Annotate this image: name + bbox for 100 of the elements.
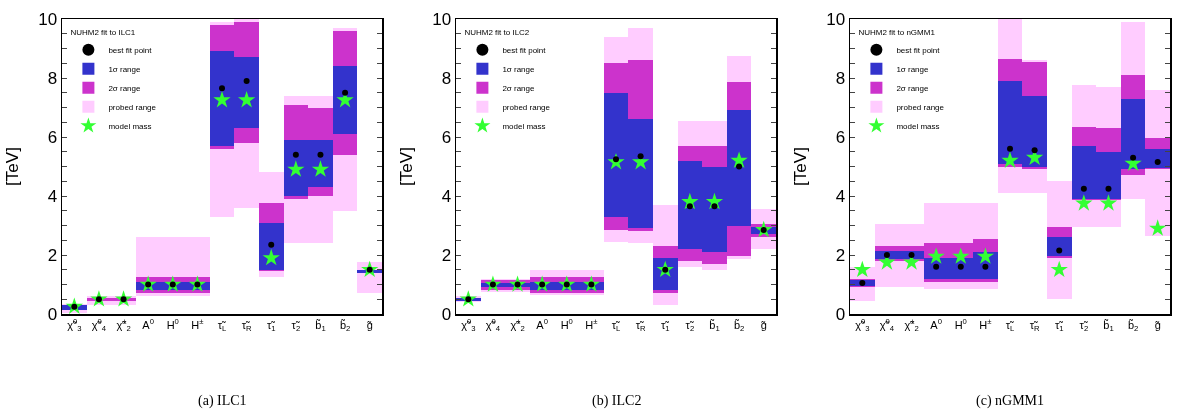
x-tick-label: τ̃$_{2}$: [685, 318, 695, 334]
x-tick-label: τ̃$_{2}$: [291, 318, 301, 334]
y-tick-label: 6: [441, 127, 452, 147]
y-axis-title: [TeV]: [2, 147, 22, 186]
x-tick-label: b̃$_{2}$: [339, 318, 351, 334]
point: [243, 77, 250, 84]
legend-label: model mass: [896, 121, 940, 131]
legend-label: best fit point: [502, 45, 547, 55]
legend-label: probed range: [502, 102, 551, 112]
point: [686, 203, 693, 210]
y-tick-label: 10: [826, 9, 846, 29]
legend-label: 1σ range: [896, 64, 930, 74]
point: [219, 85, 225, 92]
x-tick-label: b̃$_{1}$: [315, 318, 326, 334]
y-axis-title: [TeV]: [790, 147, 810, 186]
point: [342, 89, 349, 96]
point: [1080, 185, 1087, 192]
point: [1031, 147, 1038, 154]
point: [262, 248, 280, 266]
legend-label: 1σ range: [502, 64, 536, 74]
x-tick-label: τ̃$_{L}$: [611, 318, 622, 334]
x-tick-label: g̃: [760, 318, 767, 331]
legend-label: 2σ range: [502, 83, 536, 93]
legend-label: model mass: [108, 121, 152, 131]
point: [1007, 145, 1013, 152]
x-tick-label: τ̃$_{R}$: [1029, 318, 1041, 334]
x-tick-label: g̃: [366, 318, 373, 331]
x-tick-label: τ̃$_{1}$: [660, 318, 670, 334]
point: [1149, 219, 1167, 236]
y-tick-label: 2: [835, 245, 846, 265]
legend-title: NUHM2 fit to nGMM1: [858, 28, 936, 38]
x-tick-label: τ̃$_{L}$: [217, 318, 228, 334]
point: [213, 91, 231, 108]
legend-label: best fit point: [108, 45, 153, 55]
y-tick-label: 8: [47, 68, 58, 88]
text: (c) nGMM1: [976, 393, 1045, 409]
bar: [1046, 237, 1072, 257]
point: [730, 151, 748, 168]
x-tick-label: H$^{0}$: [954, 317, 967, 331]
x-tick-label: A$^{0}$: [536, 317, 548, 331]
y-tick-label: 4: [47, 186, 58, 206]
x-tick-label: b̃$_{1}$: [709, 318, 720, 334]
bar: [332, 66, 358, 135]
x-tick-label: τ̃$_{2}$: [1079, 318, 1089, 334]
x-tick-label: τ̃$_{R}$: [635, 318, 647, 334]
point: [1001, 151, 1019, 168]
x-tick-label: τ̃$_{L}$: [1005, 318, 1016, 334]
point: [1130, 154, 1137, 161]
x-tick-label: A$^{0}$: [930, 317, 942, 331]
y-tick-label: 8: [835, 68, 846, 88]
legend-title: NUHM2 fit to ILC2: [464, 28, 530, 38]
x-tick-label: b̃$_{1}$: [1103, 318, 1114, 334]
point: [317, 151, 324, 158]
legend-label: 2σ range: [896, 83, 930, 93]
point: [268, 241, 275, 248]
point: [292, 151, 299, 158]
legend-label: 1σ range: [108, 64, 142, 74]
x-tick-label: b̃$_{2}$: [1127, 318, 1139, 334]
y-tick-label: 4: [835, 186, 846, 206]
y-tick-label: 6: [47, 127, 58, 147]
x-tick-label: H$^{±}$: [191, 317, 204, 331]
legend-title: NUHM2 fit to ILC1: [70, 28, 136, 38]
legend-label: model mass: [502, 121, 546, 131]
x-tick-label: A$^{0}$: [142, 317, 154, 331]
legend-label: best fit point: [896, 45, 941, 55]
y-tick-label: 0: [441, 304, 452, 324]
point: [1050, 260, 1068, 278]
x-tick-label: H$^{0}$: [166, 317, 179, 331]
point: [1154, 159, 1161, 166]
y-tick-label: 2: [441, 245, 452, 265]
y-tick-label: 10: [38, 9, 58, 29]
x-tick-label: b̃$_{2}$: [733, 318, 745, 334]
x-tick-label: g̃: [1154, 318, 1161, 331]
x-tick-label: H$^{0}$: [560, 317, 573, 331]
y-tick-label: 0: [47, 304, 58, 324]
point: [736, 163, 743, 170]
y-axis-title: [TeV]: [396, 147, 416, 186]
point: [1099, 194, 1118, 211]
y-tick-label: 6: [835, 127, 846, 147]
x-tick-label: τ̃$_{1}$: [1054, 318, 1064, 334]
text: (b) ILC2: [592, 393, 642, 409]
y-tick-label: 2: [47, 245, 58, 265]
legend-label: probed range: [896, 102, 945, 112]
legend-label: probed range: [108, 102, 157, 112]
y-tick-label: 4: [441, 186, 452, 206]
legend-label: 2σ range: [108, 83, 142, 93]
x-tick-label: H$^{±}$: [979, 317, 992, 331]
x-tick-label: H$^{±}$: [585, 317, 598, 331]
x-tick-label: τ̃$_{R}$: [241, 318, 253, 334]
point: [853, 260, 871, 278]
point: [1075, 194, 1093, 211]
point: [1056, 247, 1063, 254]
x-tick-label: τ̃$_{1}$: [266, 318, 276, 334]
y-tick-label: 0: [835, 304, 846, 324]
point: [637, 153, 644, 160]
text: (a) ILC1: [198, 393, 247, 409]
y-tick-label: 10: [432, 9, 452, 29]
y-tick-label: 8: [441, 68, 452, 88]
point: [1105, 185, 1112, 192]
point: [711, 203, 718, 210]
